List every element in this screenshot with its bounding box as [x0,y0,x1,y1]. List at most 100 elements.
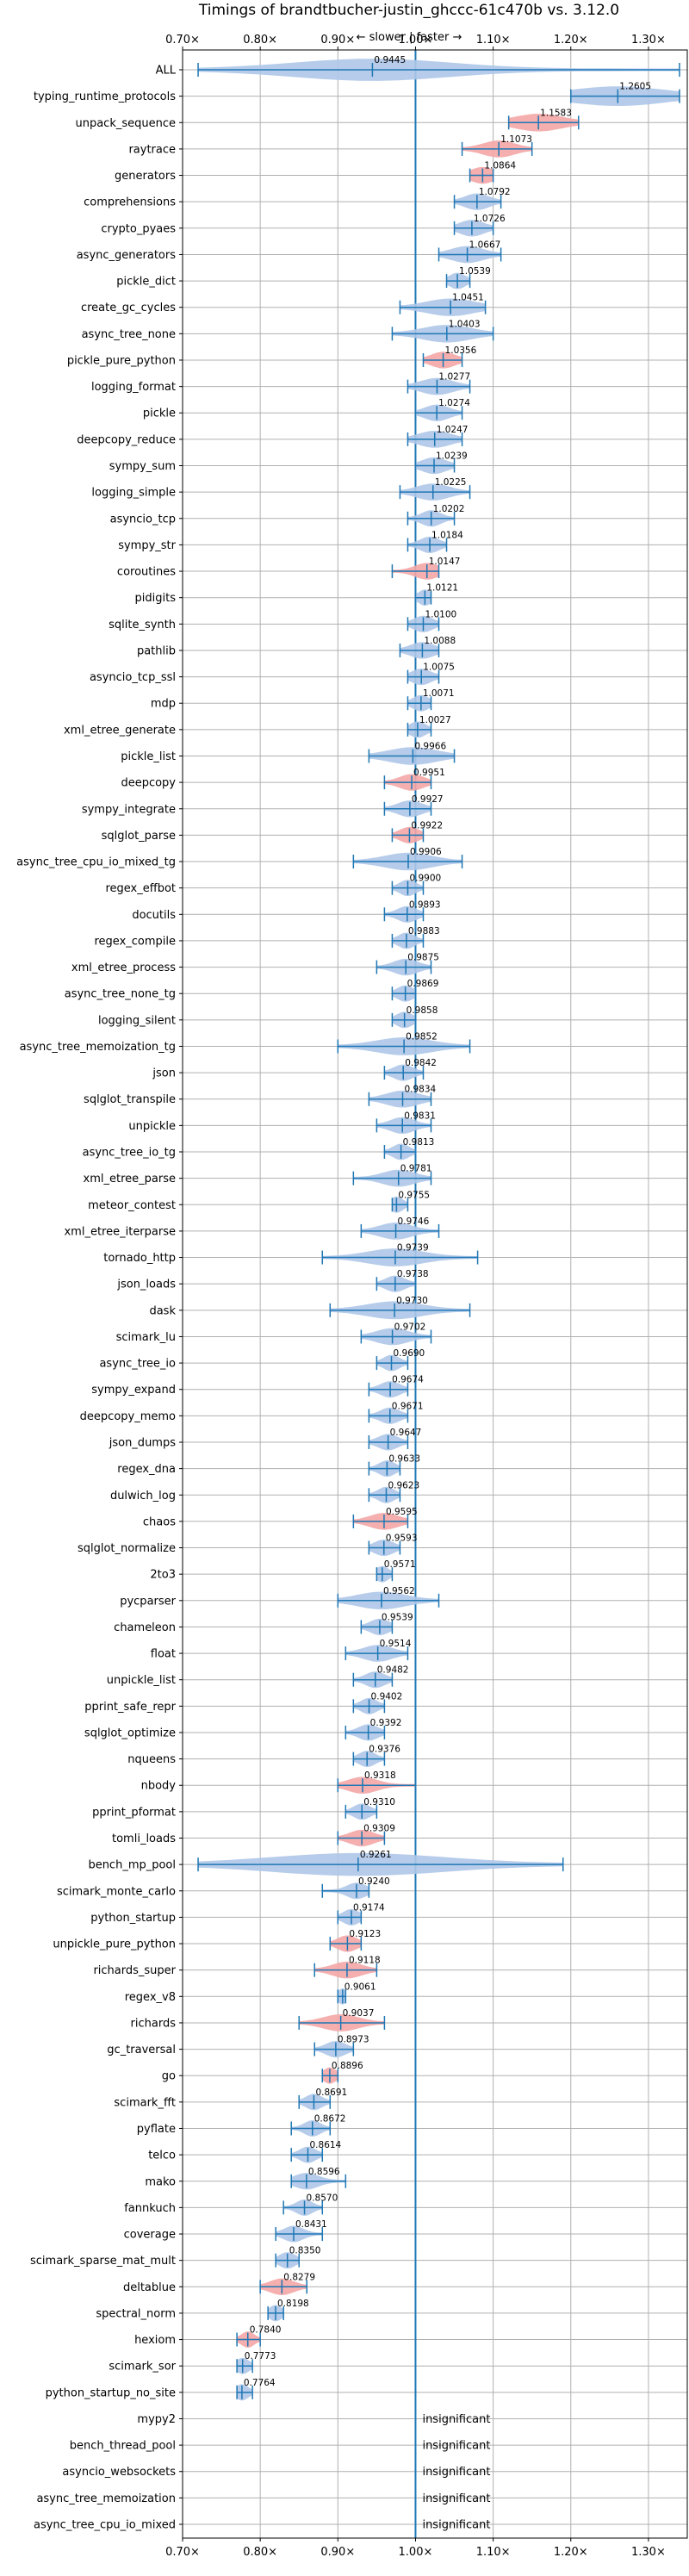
value-label: 1.2605 [619,82,651,92]
category-label: gc_traversal [107,2044,176,2056]
category-label: deepcopy_memo [80,1410,176,1423]
value-label: 1.1073 [500,134,532,145]
category-label: sqlglot_parse [102,830,176,843]
value-label: 1.0121 [426,583,458,594]
category-label: sqlglot_transpile [84,1093,176,1106]
category-label: logging_silent [98,1014,176,1027]
x-tick-label-top: 0.90× [320,34,355,47]
value-label: 1.0202 [433,504,465,514]
category-label: float [151,1648,176,1661]
category-label: python_startup [90,1912,176,1925]
category-label: async_tree_none_tg [65,988,176,1001]
category-label: 2to3 [150,1569,176,1582]
x-tick-label-bottom: 1.30× [631,2546,666,2559]
category-label: scimark_sparse_mat_mult [30,2255,176,2268]
category-label: asyncio_tcp_ssl [90,671,176,684]
value-label: 0.9927 [412,794,444,805]
category-label: json_loads [116,1279,176,1291]
category-label: deepcopy_reduce [77,433,176,446]
category-label: unpickle [128,1120,176,1133]
category-label: telco [148,2150,176,2162]
value-label: 0.9922 [411,820,443,831]
value-label: 0.9633 [388,1454,420,1465]
value-label: 0.9730 [396,1296,428,1306]
value-label: 1.0088 [424,636,456,646]
category-label: async_tree_cpu_io_mixed_tg [16,856,176,869]
value-label: 1.0075 [423,663,455,673]
value-label: 0.8350 [289,2246,321,2256]
insignificant-label: insignificant [422,2519,490,2532]
value-label: 0.9445 [374,55,406,65]
category-label: ALL [156,65,177,78]
category-label: generators [115,170,176,183]
category-label: dask [149,1304,176,1317]
category-label: comprehensions [84,196,176,209]
value-label: 0.9514 [380,1639,412,1649]
category-label: tornado_http [103,1252,176,1265]
x-tick-label-bottom: 0.90× [320,2546,355,2559]
category-label: go [162,2070,176,2083]
value-label: 0.9893 [409,899,441,910]
category-label: asyncio_tcp [110,513,176,526]
category-label: json [152,1067,176,1080]
x-tick-label-top: 1.30× [631,34,666,47]
value-label: 1.0100 [425,609,456,619]
value-label: 1.0277 [438,372,470,383]
value-label: 0.9539 [382,1612,413,1622]
category-label: create_gc_cycles [81,302,176,314]
value-label: 1.0726 [474,214,506,224]
category-label: bench_mp_pool [88,1859,176,1872]
value-label: 0.9402 [371,1691,403,1702]
category-label: sqlglot_optimize [84,1727,176,1739]
value-label: 0.9674 [392,1375,424,1385]
x-tick-label-top: 0.70× [165,34,200,47]
category-label: async_generators [77,249,177,262]
x-tick-label-top: 1.20× [554,34,588,47]
value-label: 0.9593 [386,1534,418,1544]
value-label: 0.8198 [277,2299,309,2309]
category-label: docutils [132,909,176,922]
category-label: pickle_list [121,750,176,763]
x-tick-label-top: 0.80× [243,34,277,47]
value-label: 0.9852 [406,1031,438,1042]
value-label: 1.0539 [459,266,491,277]
value-label: 0.9842 [405,1058,437,1068]
category-label: mypy2 [137,2413,176,2426]
x-tick-label-top: 1.00× [399,34,433,47]
category-label: async_tree_cpu_io_mixed [34,2519,176,2532]
value-label: 1.0451 [452,293,484,303]
category-label: logging_simple [91,487,176,500]
value-label: 0.8691 [315,2088,347,2098]
value-label: 1.0247 [437,425,469,435]
category-label: scimark_fft [114,2096,176,2109]
value-label: 0.9738 [397,1269,429,1279]
x-tick-label-bottom: 1.00× [399,2546,433,2559]
value-label: 1.0071 [423,688,455,699]
value-label: 0.9261 [360,1850,392,1860]
value-label: 1.0667 [469,240,501,250]
category-label: xml_etree_parse [84,1173,176,1185]
category-label: pidigits [135,592,177,605]
value-label: 0.9392 [370,1718,402,1728]
value-label: 0.9746 [398,1216,430,1227]
plot-frame [182,49,688,2539]
category-label: deltablue [123,2281,176,2294]
value-label: 0.9174 [353,1902,385,1913]
value-label: 0.8896 [332,2061,363,2071]
category-label: json_dumps [109,1436,176,1449]
category-label: scimark_monte_carlo [57,1885,176,1898]
category-label: regex_effbot [105,882,176,895]
category-label: regex_dna [117,1463,176,1476]
category-label: crypto_pyaes [101,222,176,235]
value-label: 0.9595 [386,1507,418,1517]
value-label: 0.7773 [245,2351,276,2361]
value-label: 0.9671 [392,1401,424,1411]
value-label: 0.9900 [409,874,441,884]
violin-layer [197,50,680,2538]
category-label: chaos [143,1515,176,1528]
value-label: 0.9647 [390,1428,422,1438]
category-label: sympy_str [118,539,176,552]
value-label: 0.9869 [407,979,439,989]
value-label: 0.9690 [394,1348,425,1359]
value-label: 0.9623 [388,1480,419,1490]
